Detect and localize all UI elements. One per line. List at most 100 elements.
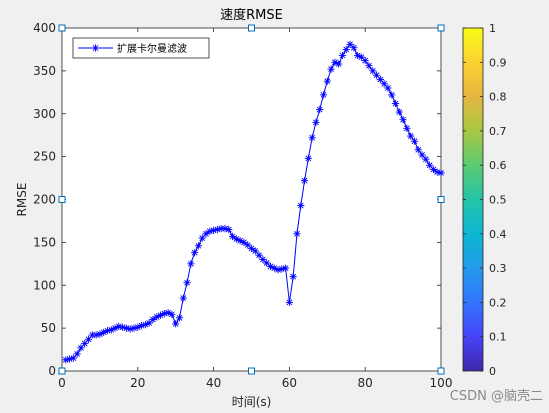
data-point bbox=[73, 350, 81, 358]
data-point bbox=[179, 294, 187, 302]
y-tick-label: 250 bbox=[33, 150, 56, 164]
colorbar-tick-label: 0.5 bbox=[489, 194, 507, 207]
data-point bbox=[369, 67, 377, 75]
data-point bbox=[380, 80, 388, 88]
colorbar-tick-label: 0.8 bbox=[489, 91, 507, 104]
legend[interactable]: 扩展卡尔曼滤波 bbox=[72, 37, 210, 59]
data-point bbox=[149, 315, 157, 324]
data-point bbox=[285, 298, 293, 306]
legend-marker bbox=[91, 44, 100, 52]
colorbar-ticks: 0 0.1 0.2 0.3 0.4 0.5 0.6 0.7 0.8 0.9 1 bbox=[463, 22, 507, 378]
data-point bbox=[316, 105, 324, 114]
y-tick-label: 100 bbox=[33, 278, 56, 292]
data-point bbox=[376, 75, 384, 84]
data-point bbox=[244, 241, 252, 249]
y-tick-label: 400 bbox=[33, 21, 56, 35]
legend-box bbox=[72, 37, 210, 59]
x-tick-label: 40 bbox=[206, 376, 221, 390]
axes-selection-handles[interactable] bbox=[58, 24, 445, 375]
data-point bbox=[395, 108, 403, 116]
y-ticks: 0 50 100 150 200 250 300 350 400 bbox=[33, 21, 441, 378]
y-tick-label: 300 bbox=[33, 107, 56, 121]
data-point bbox=[168, 310, 176, 319]
handle-middle-left[interactable] bbox=[58, 196, 66, 203]
data-point bbox=[437, 169, 445, 177]
series-layer bbox=[62, 40, 445, 364]
data-point bbox=[297, 201, 305, 210]
y-tick-label: 150 bbox=[33, 235, 56, 249]
colorbar-tick-label: 0.7 bbox=[489, 125, 507, 138]
data-point bbox=[391, 99, 400, 108]
data-point bbox=[312, 118, 320, 126]
x-tick-label: 0 bbox=[58, 376, 66, 390]
data-point bbox=[350, 44, 358, 52]
data-point bbox=[240, 238, 248, 246]
data-point bbox=[403, 124, 411, 132]
colorbar-tick-label: 0.2 bbox=[489, 296, 507, 309]
data-point bbox=[338, 51, 347, 60]
data-point bbox=[194, 242, 203, 250]
data-point bbox=[304, 154, 312, 162]
y-axis-label: RMSE bbox=[15, 183, 29, 217]
data-point bbox=[407, 132, 415, 140]
x-tick-label: 80 bbox=[358, 376, 373, 390]
data-point bbox=[319, 91, 328, 99]
legend-marker-symbol bbox=[91, 44, 100, 52]
data-point bbox=[361, 56, 369, 65]
data-point bbox=[225, 225, 233, 234]
data-point bbox=[410, 137, 419, 145]
data-point bbox=[327, 65, 335, 73]
handle-bottom-right[interactable] bbox=[437, 367, 445, 375]
data-point bbox=[228, 232, 237, 240]
data-point bbox=[183, 279, 191, 287]
data-point bbox=[300, 177, 309, 185]
data-point bbox=[247, 244, 256, 252]
colorbar-tick-label: 0.6 bbox=[489, 159, 507, 172]
data-point bbox=[399, 116, 407, 124]
colorbar-tick-label: 0 bbox=[489, 365, 496, 378]
chart-title: 速度RMSE bbox=[220, 7, 283, 23]
data-point bbox=[175, 314, 184, 322]
data-point bbox=[422, 155, 430, 163]
data-point bbox=[293, 230, 301, 238]
y-tick-label: 50 bbox=[41, 321, 56, 335]
data-point bbox=[384, 84, 392, 92]
data-point bbox=[414, 146, 422, 154]
x-ticks: 0 20 40 60 80 100 bbox=[58, 28, 452, 390]
data-point bbox=[429, 165, 438, 174]
data-point bbox=[191, 249, 199, 257]
data-point bbox=[282, 264, 290, 272]
watermark: CSDN @脑壳二 bbox=[450, 389, 543, 404]
colorbar-tick-label: 0.3 bbox=[489, 262, 507, 275]
y-tick-label: 350 bbox=[33, 64, 56, 78]
colorbar-tick-label: 0.4 bbox=[489, 228, 507, 241]
plot-area bbox=[61, 27, 442, 372]
handle-top-center[interactable] bbox=[248, 24, 255, 32]
x-tick-label: 60 bbox=[282, 376, 297, 390]
data-point bbox=[323, 77, 331, 85]
legend-entry: 扩展卡尔曼滤波 bbox=[117, 42, 187, 55]
data-point bbox=[202, 230, 210, 238]
x-tick-label: 20 bbox=[130, 376, 145, 390]
data-point bbox=[172, 320, 180, 328]
y-tick-label: 0 bbox=[48, 364, 56, 378]
x-tick-label: 100 bbox=[430, 376, 453, 390]
data-point bbox=[289, 273, 297, 281]
data-point bbox=[335, 60, 343, 68]
handle-middle-right[interactable] bbox=[437, 196, 445, 203]
handle-bottom-center[interactable] bbox=[248, 367, 255, 375]
colorbar-tick-label: 0.9 bbox=[489, 56, 507, 69]
data-point bbox=[308, 134, 316, 142]
x-axis-label: 时间(s) bbox=[232, 395, 272, 409]
data-point bbox=[342, 45, 350, 54]
data-point bbox=[388, 91, 396, 99]
handle-top-right[interactable] bbox=[437, 24, 445, 32]
colorbar-tick-label: 0.1 bbox=[489, 331, 507, 344]
y-tick-label: 200 bbox=[33, 193, 56, 207]
data-point bbox=[365, 62, 373, 70]
data-point bbox=[187, 260, 195, 268]
handle-bottom-left[interactable] bbox=[58, 367, 66, 375]
colorbar-tick-label: 1 bbox=[489, 22, 496, 35]
handle-top-left[interactable] bbox=[58, 24, 66, 32]
